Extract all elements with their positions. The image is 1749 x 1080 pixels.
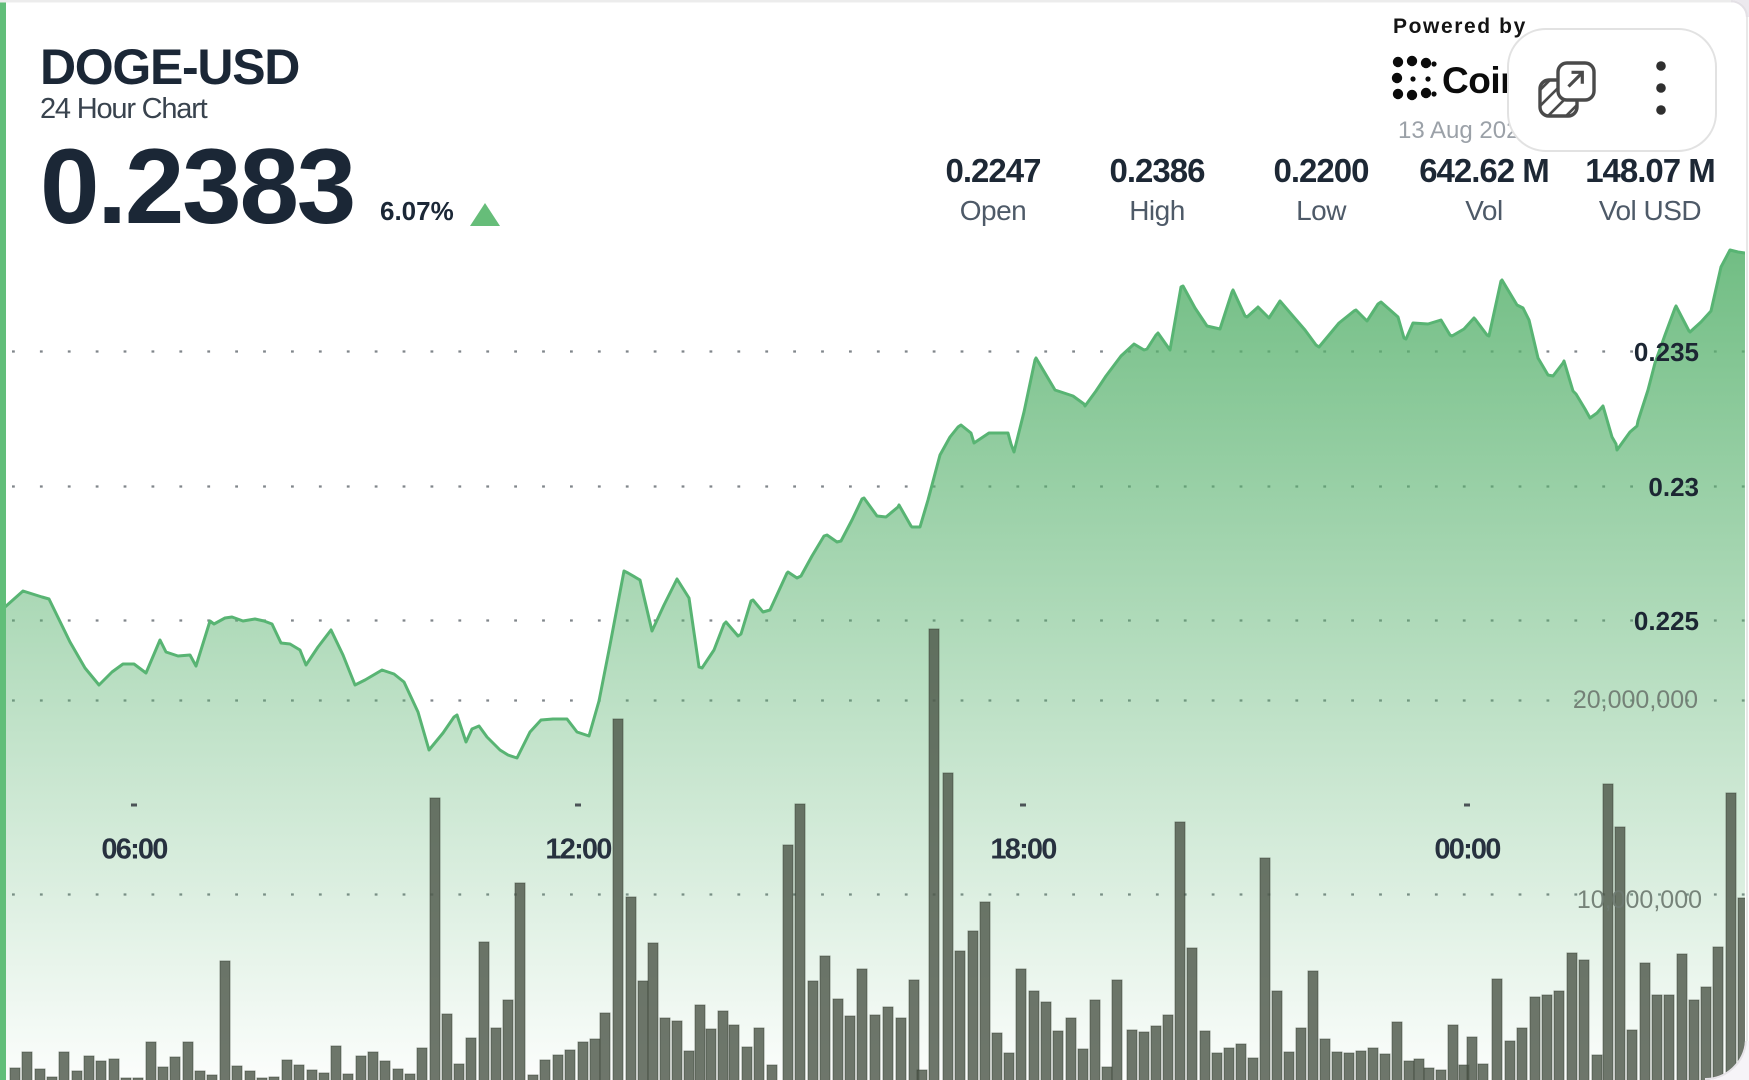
svg-text:642.62 M: 642.62 M [1419,152,1549,189]
svg-text:0.235: 0.235 [1634,337,1699,367]
svg-text:High: High [1129,195,1185,226]
svg-text:12:00: 12:00 [545,834,611,866]
svg-text:18:00: 18:00 [990,834,1056,866]
svg-text:148.07 M: 148.07 M [1585,152,1715,189]
svg-text:0.2383: 0.2383 [40,126,354,246]
svg-text:DOGE-USD: DOGE-USD [40,39,299,95]
svg-text:0.23: 0.23 [1648,472,1699,502]
svg-text:0.2200: 0.2200 [1274,152,1369,189]
svg-text:6.07%: 6.07% [380,196,454,226]
svg-text:0.2247: 0.2247 [946,152,1041,189]
svg-text:Vol USD: Vol USD [1599,195,1701,226]
svg-text:Low: Low [1296,195,1347,226]
svg-text:00:00: 00:00 [1434,834,1500,866]
svg-text:24 Hour Chart: 24 Hour Chart [40,93,208,125]
svg-text:06:00: 06:00 [101,834,167,866]
svg-text:20,000,000: 20,000,000 [1573,686,1698,714]
svg-text:Open: Open [960,195,1027,226]
svg-text:0.225: 0.225 [1634,606,1699,636]
svg-text:0.2386: 0.2386 [1110,152,1206,189]
svg-text:Powered by: Powered by [1393,15,1527,38]
svg-text:Vol: Vol [1465,195,1502,226]
svg-text:10,000,000: 10,000,000 [1577,886,1702,914]
